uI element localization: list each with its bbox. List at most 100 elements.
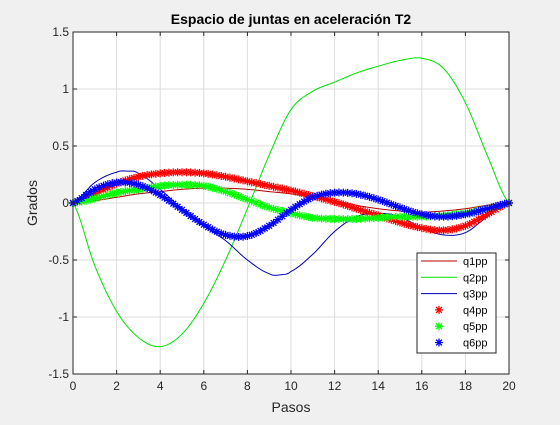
data-point-q4pp [404,220,413,229]
data-point-q5pp [95,193,104,202]
ticks [72,31,510,375]
data-point-q4pp [95,187,104,196]
data-point-q4pp [173,168,182,177]
data-point-q5pp [334,215,343,224]
series-markers [69,168,513,241]
data-point-q6pp [439,212,448,221]
data-point-q4pp [430,226,439,235]
data-point-q6pp [474,207,483,216]
data-point-q5pp [300,212,309,221]
legend-item-q6pp: q6pp [435,338,487,350]
data-point-q6pp [103,180,112,189]
x-tick-label: 16 [415,379,429,393]
data-point-q4pp [356,206,365,215]
data-point-q5pp [130,185,139,194]
data-point-q6pp [143,184,152,193]
data-point-q4pp [178,168,186,177]
data-point-q5pp [391,212,400,221]
y-tick-labels: -1.5 -1 -0.5 0 0.5 1 1.5 [48,25,69,381]
data-point-q6pp [99,181,108,190]
data-point-q5pp [208,183,217,192]
data-point-q5pp [356,214,365,223]
x-tick-label: 6 [200,379,207,393]
data-point-q4pp [282,185,291,194]
data-point-q5pp [404,212,413,221]
data-point-q5pp [352,214,361,223]
data-point-q5pp [387,213,396,222]
data-point-q5pp [173,180,182,189]
data-point-q5pp [304,213,313,222]
data-point-q4pp [291,187,300,196]
data-point-q5pp [225,189,234,198]
data-point-q6pp [278,212,287,221]
data-point-q6pp [291,202,300,211]
data-point-q6pp [173,202,182,211]
data-point-q6pp [295,200,304,209]
data-point-q5pp [217,186,226,195]
data-point-q4pp [334,199,343,208]
data-point-q4pp [169,168,178,177]
data-point-q5pp [99,192,108,201]
data-point-q4pp [439,226,448,235]
data-point-q6pp [417,210,426,219]
data-point-q6pp [317,190,326,199]
data-point-q6pp [361,191,370,200]
data-point-q6pp [265,221,274,230]
data-point-q4pp [474,215,483,224]
data-point-q5pp [195,181,204,190]
x-tick-label: 20 [502,379,516,393]
data-point-q4pp [160,168,169,177]
data-point-q5pp [273,206,282,215]
data-point-q4pp [151,169,160,178]
data-point-q6pp [178,205,186,214]
data-point-q5pp [212,184,221,193]
data-point-q4pp [339,200,348,209]
data-point-q4pp [212,171,221,180]
data-point-q6pp [369,194,378,203]
y-tick-label: -0.5 [48,253,69,267]
data-point-q6pp [86,187,95,196]
data-point-q6pp [461,210,470,219]
data-point-q5pp [234,192,243,201]
data-point-q6pp [112,178,121,187]
x-tick-labels: 0 2 4 6 8 10 12 14 16 18 20 [70,379,516,393]
data-point-q4pp [208,170,217,179]
data-point-q4pp [452,224,461,233]
data-point-q6pp [282,208,291,217]
data-point-q6pp [465,209,474,218]
legend-item-q4pp: q4pp [435,305,487,317]
data-point-q6pp [435,212,444,221]
data-point-q6pp [339,188,348,197]
data-point-q4pp [400,219,409,228]
legend-label-q2pp: q2pp [463,272,487,284]
data-point-q6pp [387,200,396,209]
data-point-q6pp [130,179,139,188]
data-point-q6pp [217,229,226,238]
x-tick-label: 10 [284,379,298,393]
data-point-q5pp [374,213,383,222]
legend-box [416,252,497,354]
legend-item-q5pp: q5pp [435,321,487,333]
legend-label-q1pp: q1pp [463,256,487,268]
data-point-q6pp [409,208,418,217]
data-point-q4pp [330,197,339,206]
data-point-q4pp [287,186,295,195]
data-point-q5pp [186,180,195,189]
data-point-q6pp [247,230,256,239]
data-point-q6pp [496,200,505,209]
data-point-q6pp [400,205,409,214]
data-point-q6pp [321,189,330,198]
data-point-q6pp [138,182,147,191]
data-point-q6pp [191,215,200,224]
data-point-q6pp [134,180,143,189]
data-point-q4pp [195,168,204,177]
data-point-q4pp [143,171,152,180]
data-point-q6pp [169,199,178,208]
data-point-q4pp [278,184,287,193]
data-point-q4pp [147,170,156,179]
y-axis-label: Grados [24,180,40,226]
legend-label-q3pp: q3pp [463,289,487,301]
data-point-q4pp [265,181,274,190]
data-point-q6pp [422,211,431,220]
y-tick-label: 1.5 [52,25,69,39]
